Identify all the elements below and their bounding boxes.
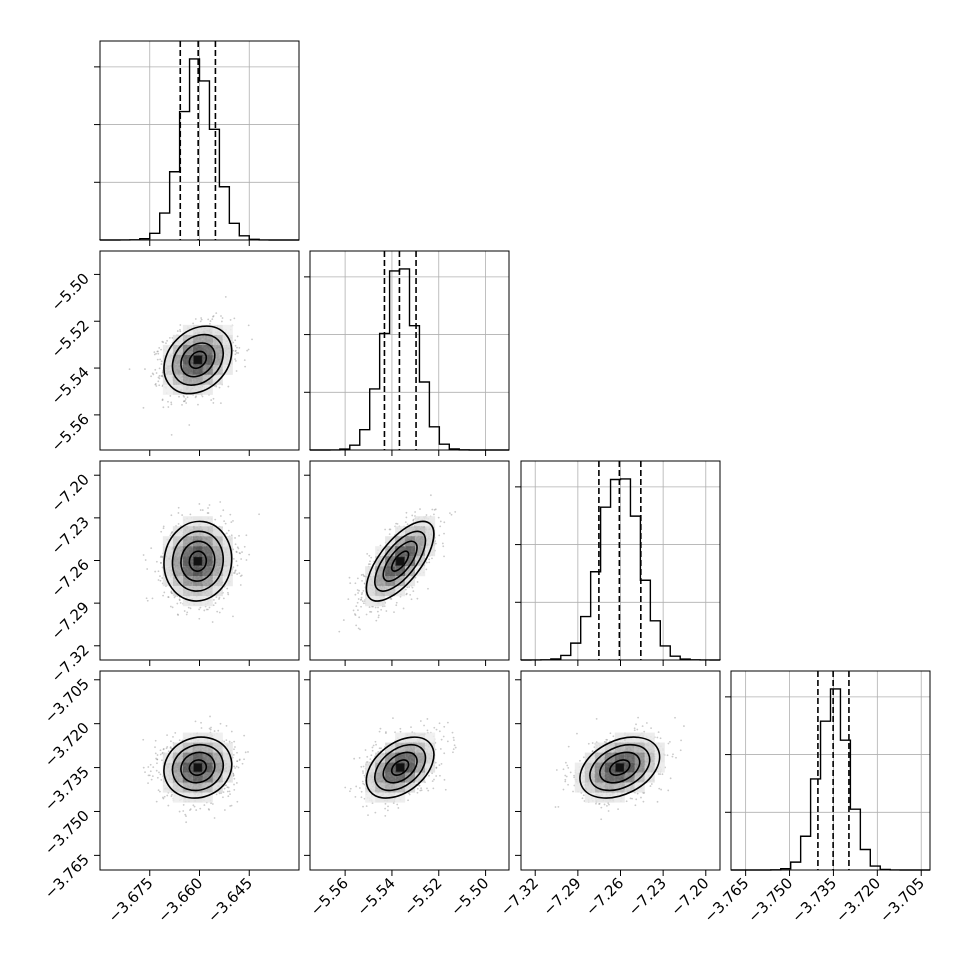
- contour-level-3: [171, 743, 225, 792]
- density-peak: [193, 763, 202, 772]
- contour-level-1: [390, 759, 410, 776]
- y-tick-label-param2: −5.52: [48, 316, 93, 361]
- x-tick-label-param2: −5.50: [447, 874, 492, 919]
- density-peak: [396, 763, 405, 772]
- density-peak: [193, 557, 202, 566]
- contour-level-3: [171, 530, 225, 592]
- panel-frame: [309, 250, 510, 451]
- density-panel-2-1: [94, 250, 300, 456]
- contour-level-4: [365, 736, 435, 799]
- panel-contents: [142, 501, 260, 623]
- density-panel-3-1: [94, 460, 300, 666]
- density-peak: [615, 763, 624, 772]
- x-tick-label-param2: −5.52: [400, 874, 445, 919]
- contour-level-4: [163, 520, 233, 602]
- panel-frame: [309, 670, 510, 871]
- y-tick-label-param4: −3.735: [41, 763, 93, 815]
- histogram-panel-2: [304, 250, 510, 456]
- y-tick-label-param4: −3.705: [41, 675, 93, 727]
- y-tick-label-param4: −3.720: [41, 719, 93, 771]
- histogram-panel-1: [94, 40, 300, 246]
- y-tick-label-param3: −7.32: [48, 641, 93, 686]
- x-tick-label-param4: −3.705: [876, 874, 928, 926]
- contour-level-2: [599, 751, 641, 784]
- y-tick-label-param4: −3.750: [41, 807, 93, 859]
- y-tick-label-param3: −7.29: [48, 598, 93, 643]
- panel-contents: [554, 716, 685, 821]
- contour-level-4: [579, 736, 661, 799]
- contour-level-2: [382, 540, 418, 582]
- density-peak: [193, 355, 202, 364]
- panel-contents: [128, 296, 253, 436]
- contour-level-1: [188, 350, 208, 370]
- density-peak: [396, 557, 405, 566]
- contour-level-3: [374, 530, 427, 592]
- x-tick-label-param1: −3.660: [154, 874, 206, 926]
- histogram-panel-4: [725, 670, 931, 876]
- y-tick-label-param2: −5.50: [48, 270, 93, 315]
- contour-level-1: [188, 759, 208, 776]
- y-tick-label-param3: −7.20: [48, 470, 93, 515]
- x-tick-label-param1: −3.675: [105, 874, 157, 926]
- contour-level-1: [390, 550, 410, 572]
- x-tick-label-param4: −3.735: [788, 874, 840, 926]
- x-tick-label-param4: −3.720: [832, 874, 884, 926]
- x-tick-label-param4: −3.765: [700, 874, 752, 926]
- x-tick-label-param2: −5.54: [354, 874, 399, 919]
- panel-frame: [730, 670, 931, 871]
- histogram-steps: [520, 478, 721, 661]
- panel-contents: [338, 494, 457, 633]
- contour-level-4: [365, 520, 435, 602]
- contour-level-2: [180, 751, 216, 784]
- contour-level-2: [382, 751, 418, 784]
- contour-level-1: [188, 550, 208, 572]
- y-tick-label-param3: −7.23: [48, 513, 93, 558]
- histogram-panel-3: [515, 460, 721, 666]
- contour-level-3: [171, 333, 225, 386]
- x-tick-label-param3: −7.26: [582, 874, 627, 919]
- x-tick-label-param3: −7.23: [625, 874, 670, 919]
- contour-level-2: [180, 342, 216, 378]
- contour-level-4: [163, 325, 233, 395]
- contour-level-1: [609, 759, 631, 776]
- x-tick-label-param2: −5.56: [307, 874, 352, 919]
- x-tick-label-param3: −7.29: [539, 874, 584, 919]
- y-tick-label-param4: −3.765: [41, 850, 93, 902]
- x-tick-label-param3: −7.32: [497, 874, 542, 919]
- density-panel-3-2: [304, 460, 510, 666]
- contour-level-3: [374, 743, 427, 792]
- contour-level-3: [589, 743, 651, 792]
- y-tick-label-param3: −7.26: [48, 556, 93, 601]
- contour-level-2: [180, 540, 216, 582]
- contour-level-4: [163, 736, 233, 799]
- panel-contents: [344, 717, 457, 817]
- density-panel-4-3: [515, 670, 721, 876]
- panel-contents: [142, 715, 249, 824]
- y-tick-label-param2: −5.54: [48, 363, 93, 408]
- x-tick-label-param4: −3.750: [744, 874, 796, 926]
- x-tick-label-param1: −3.645: [204, 874, 256, 926]
- density-panel-4-1: [94, 670, 300, 876]
- density-panel-4-2: [304, 670, 510, 876]
- y-tick-label-param2: −5.56: [48, 410, 93, 455]
